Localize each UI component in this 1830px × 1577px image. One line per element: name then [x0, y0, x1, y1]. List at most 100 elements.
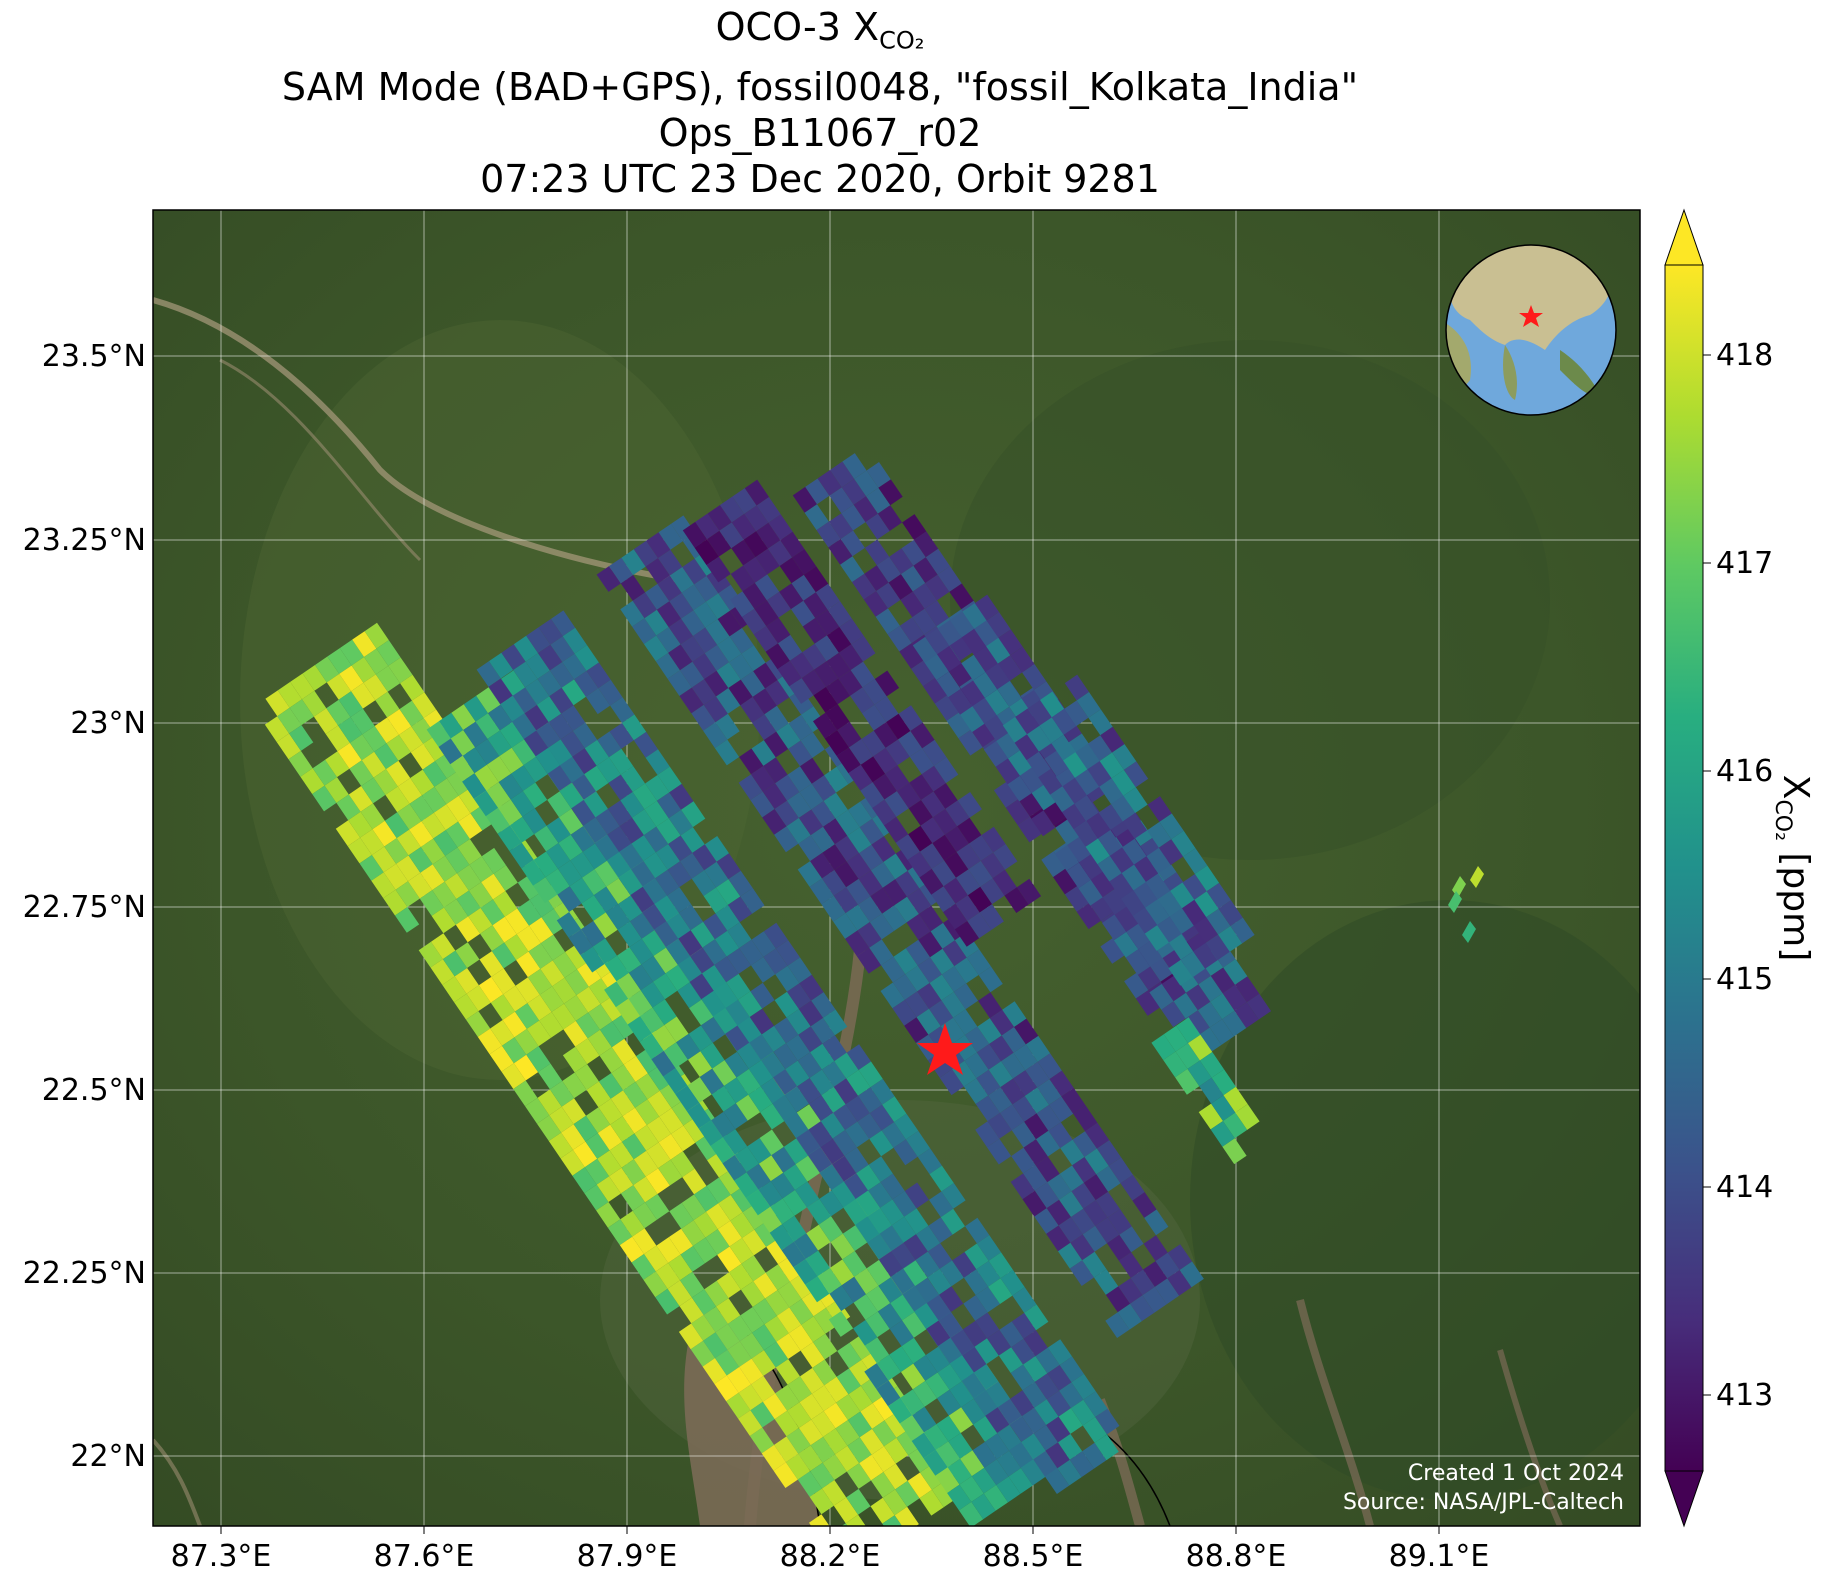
sounding-footprint	[879, 1225, 904, 1252]
sounding-footprint	[593, 886, 619, 913]
sounding-footprint	[1023, 1330, 1048, 1357]
sounding-footprint	[526, 627, 551, 654]
sounding-footprint	[977, 1018, 1002, 1044]
sounding-footprint	[1111, 769, 1136, 796]
sounding-footprint	[1111, 795, 1136, 822]
sounding-footprint	[1014, 734, 1039, 761]
xco2-soundings	[264, 453, 1484, 1526]
sounding-footprint	[690, 1340, 715, 1367]
sounding-footprint	[1186, 984, 1211, 1011]
sounding-footprint	[1053, 868, 1078, 895]
sounding-footprint	[859, 818, 884, 845]
sounding-footprint	[726, 1392, 751, 1419]
sounding-footprint	[813, 712, 838, 739]
sounding-footprint	[620, 791, 645, 818]
sounding-footprint	[408, 872, 433, 899]
sounding-footprint	[1048, 1122, 1073, 1149]
sounding-footprint	[652, 999, 677, 1025]
sounding-footprint	[645, 1194, 670, 1220]
sounding-footprint	[935, 1467, 960, 1493]
sounding-footprint	[740, 671, 766, 697]
sounding-footprint	[643, 635, 669, 662]
sounding-footprint	[1133, 882, 1158, 908]
sounding-footprint	[1182, 899, 1207, 926]
sounding-footprint	[1009, 1416, 1034, 1442]
sounding-footprint	[647, 1065, 673, 1091]
sounding-footprint	[925, 1346, 950, 1373]
sounding-footprint	[466, 1011, 491, 1037]
sounding-footprint	[822, 1454, 847, 1480]
sounding-footprint	[840, 556, 865, 583]
sounding-footprint	[926, 1294, 951, 1321]
sounding-footprint	[973, 672, 998, 698]
credits: Created 1 Oct 2024 Source: NASA/JPL-Calt…	[1343, 1461, 1624, 1515]
sounding-footprint	[973, 1389, 998, 1416]
sounding-footprint	[630, 912, 655, 939]
sounding-footprint	[824, 1376, 849, 1403]
sounding-footprint	[1082, 1251, 1107, 1278]
sounding-footprint	[339, 639, 364, 666]
sounding-footprint	[966, 949, 991, 975]
sounding-footprint	[691, 1315, 716, 1341]
sounding-footprint	[744, 479, 769, 506]
sounding-footprint	[469, 856, 494, 883]
sounding-footprint	[1008, 749, 1033, 776]
sounding-footprint	[536, 696, 562, 723]
sounding-footprint	[561, 679, 586, 706]
sounding-footprint	[457, 864, 482, 891]
sounding-footprint	[763, 922, 789, 949]
sounding-footprint	[548, 713, 573, 740]
sounding-footprint	[586, 1107, 611, 1133]
sounding-footprint	[444, 873, 469, 899]
sounding-footprint	[817, 470, 842, 496]
sounding-footprint	[799, 974, 824, 1001]
sounding-footprint	[605, 904, 630, 930]
sounding-footprint	[363, 674, 388, 701]
sounding-footprint	[1084, 1148, 1109, 1175]
colorbar-tick: 413	[1716, 1378, 1773, 1413]
lon-tick-labels: 87.3°E 87.6°E 87.9°E 88.2°E 88.5°E 88.8°…	[171, 1526, 1489, 1574]
sounding-footprint	[739, 939, 764, 966]
sounding-footprint	[729, 1238, 754, 1264]
sounding-footprint	[884, 1437, 909, 1464]
sounding-footprint	[529, 891, 554, 918]
sounding-footprint	[861, 730, 886, 757]
sounding-footprint	[787, 766, 812, 793]
sounding-footprint	[1059, 1191, 1084, 1217]
sounding-footprint	[1022, 1381, 1047, 1408]
sounding-footprint	[817, 1267, 842, 1294]
sounding-footprint	[597, 1150, 622, 1177]
sounding-footprint	[703, 696, 728, 723]
sounding-footprint	[811, 1385, 837, 1412]
sounding-footprint	[847, 827, 872, 854]
sounding-footprint	[600, 995, 625, 1022]
sounding-footprint	[889, 548, 914, 575]
sounding-footprint	[596, 566, 621, 592]
lon-tick: 87.6°E	[374, 1539, 475, 1574]
sounding-footprint	[1087, 735, 1113, 761]
sounding-footprint	[1007, 775, 1032, 802]
sounding-footprint	[957, 817, 982, 844]
sounding-footprint	[630, 886, 655, 913]
sounding-footprint	[1087, 761, 1112, 787]
sounding-footprint	[969, 835, 994, 861]
sounding-footprint	[562, 653, 587, 680]
sounding-footprint	[774, 826, 799, 853]
sounding-footprint	[592, 938, 617, 964]
sounding-footprint	[1143, 1235, 1168, 1262]
sounding-footprint	[677, 956, 702, 982]
sounding-footprint	[864, 539, 890, 566]
sounding-footprint	[383, 863, 408, 890]
sounding-footprint	[894, 1506, 919, 1526]
sounding-footprint	[770, 1172, 795, 1199]
sounding-footprint	[917, 983, 942, 1009]
globe-inset	[1445, 244, 1617, 416]
sounding-footprint	[730, 565, 755, 592]
sounding-footprint	[762, 783, 787, 809]
sounding-footprint	[524, 704, 549, 731]
sounding-footprint	[681, 801, 706, 828]
sounding-footprint	[1094, 1434, 1119, 1461]
sounding-footprint	[718, 1169, 744, 1195]
sounding-footprint	[516, 925, 541, 952]
sounding-footprint	[480, 899, 505, 926]
